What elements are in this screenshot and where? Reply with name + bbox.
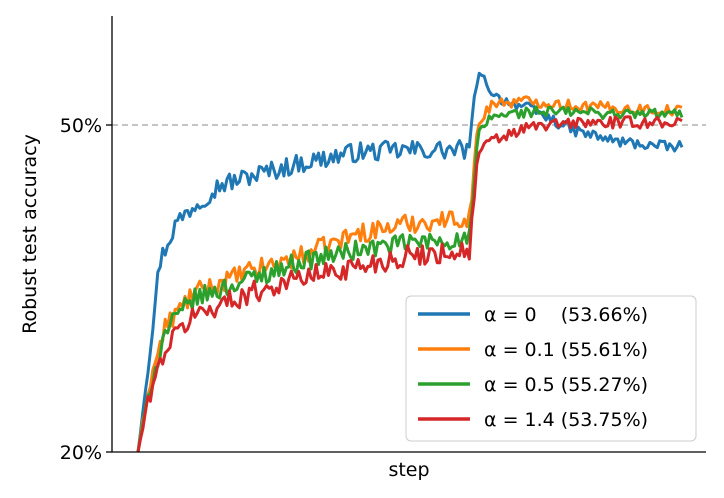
y-ticks: 20% 50% xyxy=(60,115,112,464)
series-layer xyxy=(136,71,684,453)
legend-label-3: α = 1.4 (53.75%) xyxy=(484,409,648,431)
legend-label-0: α = 0 (53.66%) xyxy=(484,304,648,326)
series-line-0 xyxy=(136,71,684,453)
legend-label-2: α = 0.5 (55.27%) xyxy=(484,374,648,396)
series-line-1 xyxy=(136,95,683,453)
y-tick-label: 20% xyxy=(60,442,102,464)
y-axis-label: Robust test accuracy xyxy=(19,134,41,334)
plot-area: 20% 50% xyxy=(60,16,706,464)
x-axis-label: step xyxy=(388,459,429,481)
y-tick-label: 50% xyxy=(60,115,102,137)
legend: α = 0 (53.66%) α = 0.1 (55.61%) α = 0.5 (5… xyxy=(405,295,697,442)
series-line-3 xyxy=(136,115,683,453)
legend-label-1: α = 0.1 (55.61%) xyxy=(484,339,648,361)
legend-box xyxy=(405,295,697,442)
